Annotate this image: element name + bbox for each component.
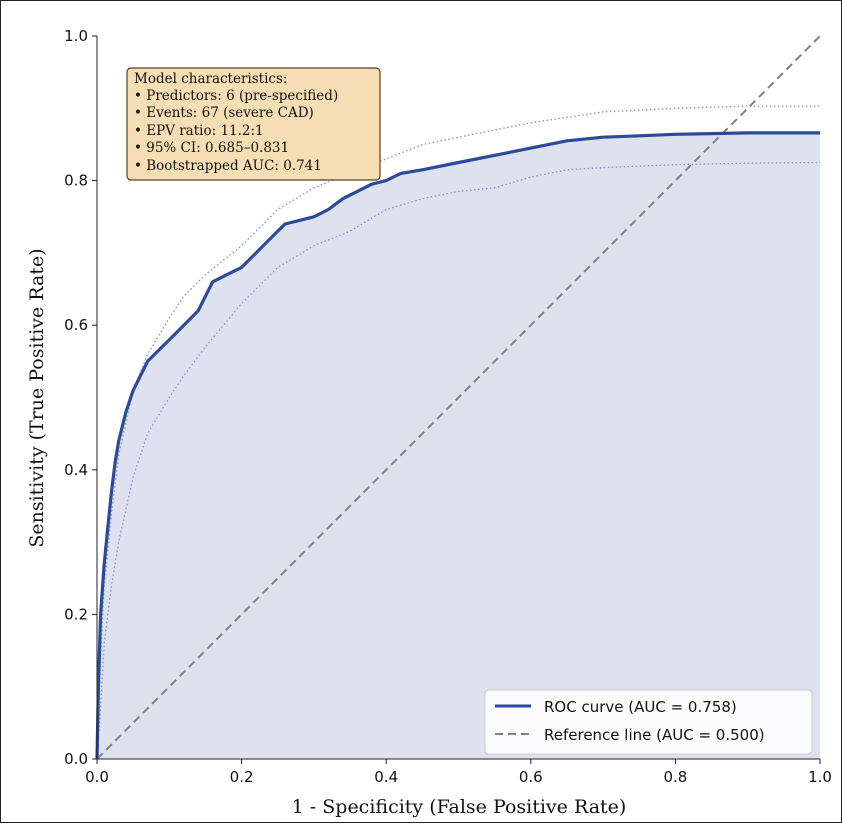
annotation-background [126, 67, 381, 181]
annotation-title: Model characteristics: [134, 71, 287, 87]
ci-lower-bound-line [96, 161, 821, 760]
y-tick-label: 0.6 [64, 316, 88, 334]
reference-line [96, 35, 821, 760]
y-tick-label: 0.2 [64, 605, 88, 623]
x-tick-label: 0.4 [374, 768, 398, 786]
x-tick-label: 0.6 [519, 768, 543, 786]
annotation-bootstrapped-auc: • Bootstrapped AUC: 0.741 [134, 158, 322, 174]
y-tick-label: 0.0 [64, 750, 88, 768]
confidence-band [96, 105, 821, 760]
series-lines [95, 35, 821, 760]
auc-shaded-area [97, 132, 820, 759]
annotation-epv-ratio: • EPV ratio: 11.2:1 [134, 123, 264, 139]
axes [96, 36, 820, 760]
ci-upper-bound-line [96, 105, 820, 760]
y-tick-label: 0.4 [64, 461, 88, 479]
y-tick-label: 1.0 [64, 27, 88, 45]
auc-fill-area [97, 132, 820, 759]
legend-reference-label: Reference line (AUC = 0.500) [544, 726, 765, 744]
annotation-predictors: • Predictors: 6 (pre-specified) [134, 88, 338, 104]
x-ticks: 0.0 0.2 0.4 0.6 0.8 1.0 [85, 759, 832, 786]
roc-curve-line [95, 131, 820, 760]
y-tick-label: 0.8 [64, 172, 88, 190]
x-tick-label: 0.0 [85, 768, 109, 786]
y-axis-title: Sensitivity (True Positive Rate) [26, 248, 48, 547]
legend-roc-label: ROC curve (AUC = 0.758) [544, 698, 737, 716]
y-ticks: 0.0 0.2 0.4 0.6 0.8 1.0 [64, 27, 97, 768]
legend-box [484, 689, 813, 755]
annotation-events: • Events: 67 (severe CAD) [134, 105, 314, 121]
legend: ROC curve (AUC = 0.758) Reference line (… [484, 689, 813, 755]
annotation-ci: • 95% CI: 0.685–0.831 [134, 140, 289, 156]
x-tick-label: 1.0 [808, 768, 832, 786]
model-characteristics-box: Model characteristics: • Predictors: 6 (… [126, 67, 381, 181]
x-tick-label: 0.2 [230, 768, 254, 786]
x-axis-title: 1 - Specificity (False Positive Rate) [292, 796, 627, 818]
x-tick-label: 0.8 [663, 768, 687, 786]
